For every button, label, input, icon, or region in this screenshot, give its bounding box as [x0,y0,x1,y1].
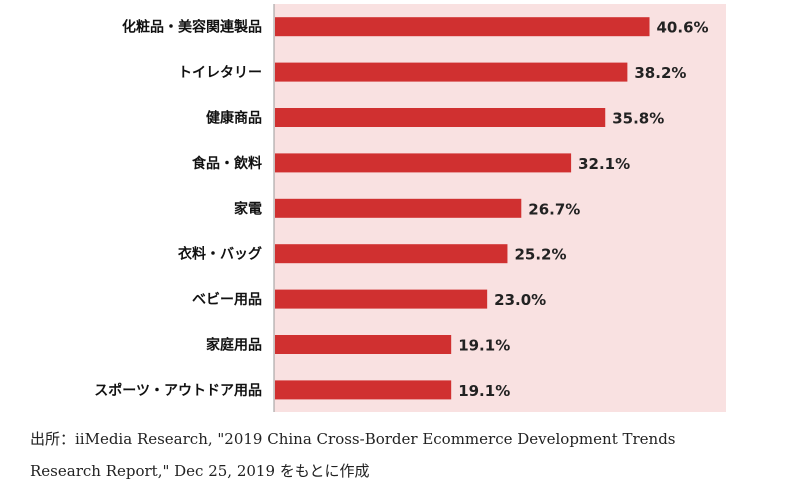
category-label-7: 家庭用品 [206,337,262,354]
category-label-3: 食品・飲料 [192,155,262,172]
bar-2 [275,108,606,127]
bars-group: 化粧品・美容関連製品 40.6% トイレタリー 38.2% 健康商品 35.8% 食品・飲料… [94,17,709,400]
source-note-line-2: Research Report," Dec 25, 2019 をもとに作成 [30,462,370,480]
value-label-7: 19.1% [458,337,510,355]
category-label-1: トイレタリー [178,65,262,81]
bar-0 [275,17,650,37]
bar-6 [275,289,488,309]
value-label-1: 38.2% [634,64,686,82]
value-label-2: 35.8% [612,110,664,128]
category-label-0: 化粧品・美容関連製品 [122,19,262,36]
bar-1 [275,62,628,82]
category-label-4: 家電 [234,200,262,217]
source-note-line-1: 出所：iiMedia Research, "2019 China Cross-B… [30,430,676,448]
category-label-6: ベビー用品 [192,292,262,308]
bar-chart: 化粧品・美容関連製品 40.6% トイレタリー 38.2% 健康商品 35.8% 食品・飲料… [94,4,726,412]
category-label-8: スポーツ・アウトドア用品 [94,382,262,399]
bar-7 [275,335,452,354]
value-label-4: 26.7% [528,200,580,218]
value-label-8: 19.1% [458,382,510,400]
bar-5 [275,244,508,264]
category-label-2: 健康商品 [206,110,262,127]
value-label-5: 25.2% [514,246,566,264]
value-label-0: 40.6% [657,19,709,37]
bar-8 [275,380,452,400]
category-label-5: 衣料・バッグ [178,246,262,263]
value-label-6: 23.0% [494,291,546,309]
value-label-3: 32.1% [578,155,630,173]
bar-3 [275,153,572,173]
bar-4 [275,198,522,218]
